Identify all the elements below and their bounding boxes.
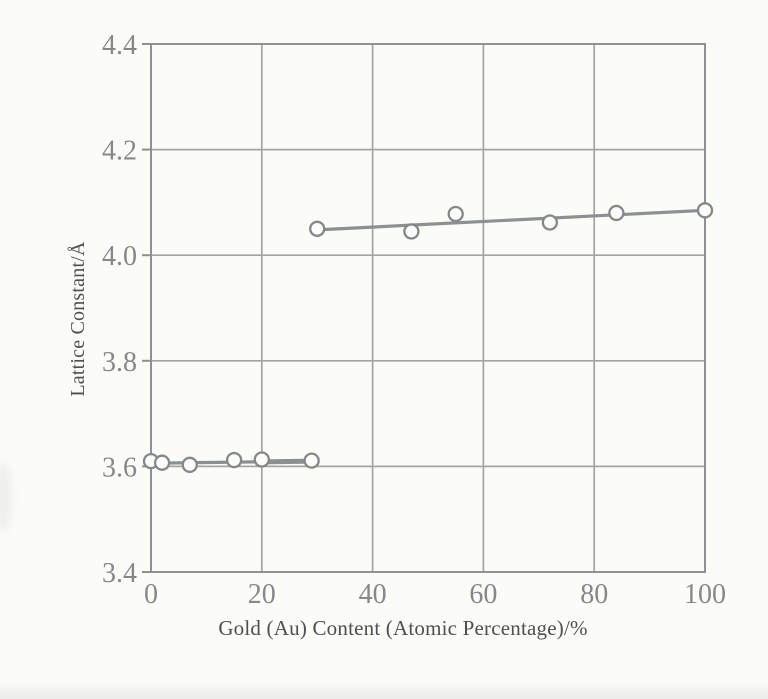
- y-tick-label: 4.4: [102, 30, 137, 61]
- x-axis-title: Gold (Au) Content (Atomic Percentage)/%: [218, 616, 588, 640]
- x-tick-label: 20: [248, 579, 276, 610]
- tick-label-layer: 0 20 40 60 80 100 3.4 3.6 3.8 4.0 4.2 4.4: [102, 30, 726, 610]
- lower-branch-data-point: [153, 454, 171, 471]
- upper-branch-data-point: [447, 205, 464, 223]
- x-tick-label: 40: [359, 579, 387, 610]
- lower-branch-data-point: [181, 456, 198, 473]
- y-tick-label: 3.6: [102, 452, 137, 483]
- upper-branch-data-point: [696, 202, 714, 219]
- scan-smudge: [0, 462, 12, 532]
- series-layer: [142, 202, 714, 473]
- upper-branch-data-point: [309, 220, 326, 237]
- lower-branch-data-point: [303, 452, 320, 469]
- grid-layer: [151, 44, 705, 572]
- y-tick-label: 4.0: [102, 241, 137, 272]
- upper-branch-data-point: [403, 223, 420, 240]
- upper-branch-fit-line: [315, 208, 707, 232]
- plot-border-layer: [142, 43, 706, 573]
- y-tick-label: 4.2: [102, 136, 137, 167]
- plot-border: [150, 43, 706, 573]
- x-tick-label: 100: [684, 579, 726, 610]
- upper-branch-data-point: [541, 214, 559, 231]
- x-tick-label: 0: [144, 579, 158, 610]
- lower-branch-data-point: [225, 451, 243, 469]
- x-tick-label: 80: [580, 579, 608, 610]
- y-tick-label: 3.4: [102, 558, 137, 589]
- lower-branch-data-point: [253, 451, 270, 468]
- y-axis-title: Lattice Constant/Å: [67, 241, 89, 397]
- upper-branch-data-point: [608, 204, 625, 222]
- y-tick-label: 3.8: [102, 347, 137, 378]
- x-tick-label: 60: [469, 579, 497, 610]
